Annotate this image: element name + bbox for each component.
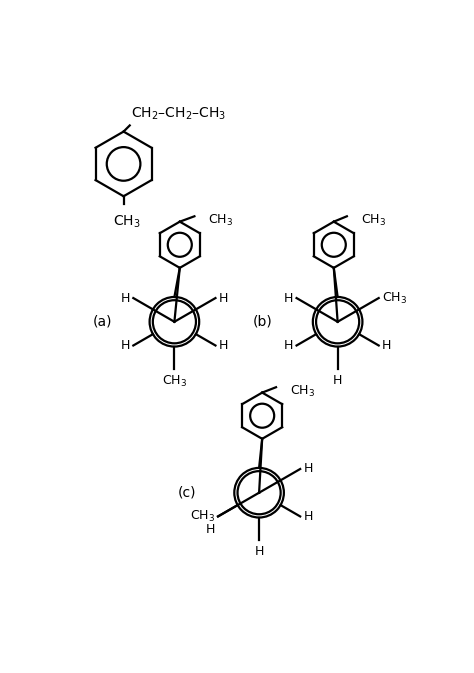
Text: H: H — [206, 523, 215, 536]
Text: CH$_3$: CH$_3$ — [361, 213, 386, 227]
Text: (a): (a) — [93, 315, 112, 329]
Text: CH$_3$: CH$_3$ — [162, 374, 187, 389]
Text: H: H — [219, 339, 228, 352]
Text: (c): (c) — [178, 486, 197, 500]
Text: H: H — [303, 510, 313, 523]
Text: CH$_2$–CH$_2$–CH$_3$: CH$_2$–CH$_2$–CH$_3$ — [131, 106, 227, 122]
Text: CH$_3$: CH$_3$ — [113, 213, 140, 229]
Text: CH$_3$: CH$_3$ — [382, 291, 407, 306]
Text: CH$_3$: CH$_3$ — [190, 509, 215, 524]
Text: H: H — [303, 462, 313, 476]
Circle shape — [316, 300, 359, 343]
Text: CH$_3$: CH$_3$ — [208, 213, 233, 227]
Text: H: H — [284, 291, 293, 305]
Text: H: H — [121, 291, 130, 305]
Text: CH$_3$: CH$_3$ — [290, 384, 315, 398]
Text: (b): (b) — [252, 315, 272, 329]
Text: H: H — [255, 544, 264, 558]
Circle shape — [153, 300, 196, 343]
Text: H: H — [333, 374, 342, 387]
Circle shape — [237, 471, 281, 514]
Text: H: H — [284, 339, 293, 352]
Text: H: H — [219, 291, 228, 305]
Text: H: H — [121, 339, 130, 352]
Text: H: H — [382, 339, 391, 352]
